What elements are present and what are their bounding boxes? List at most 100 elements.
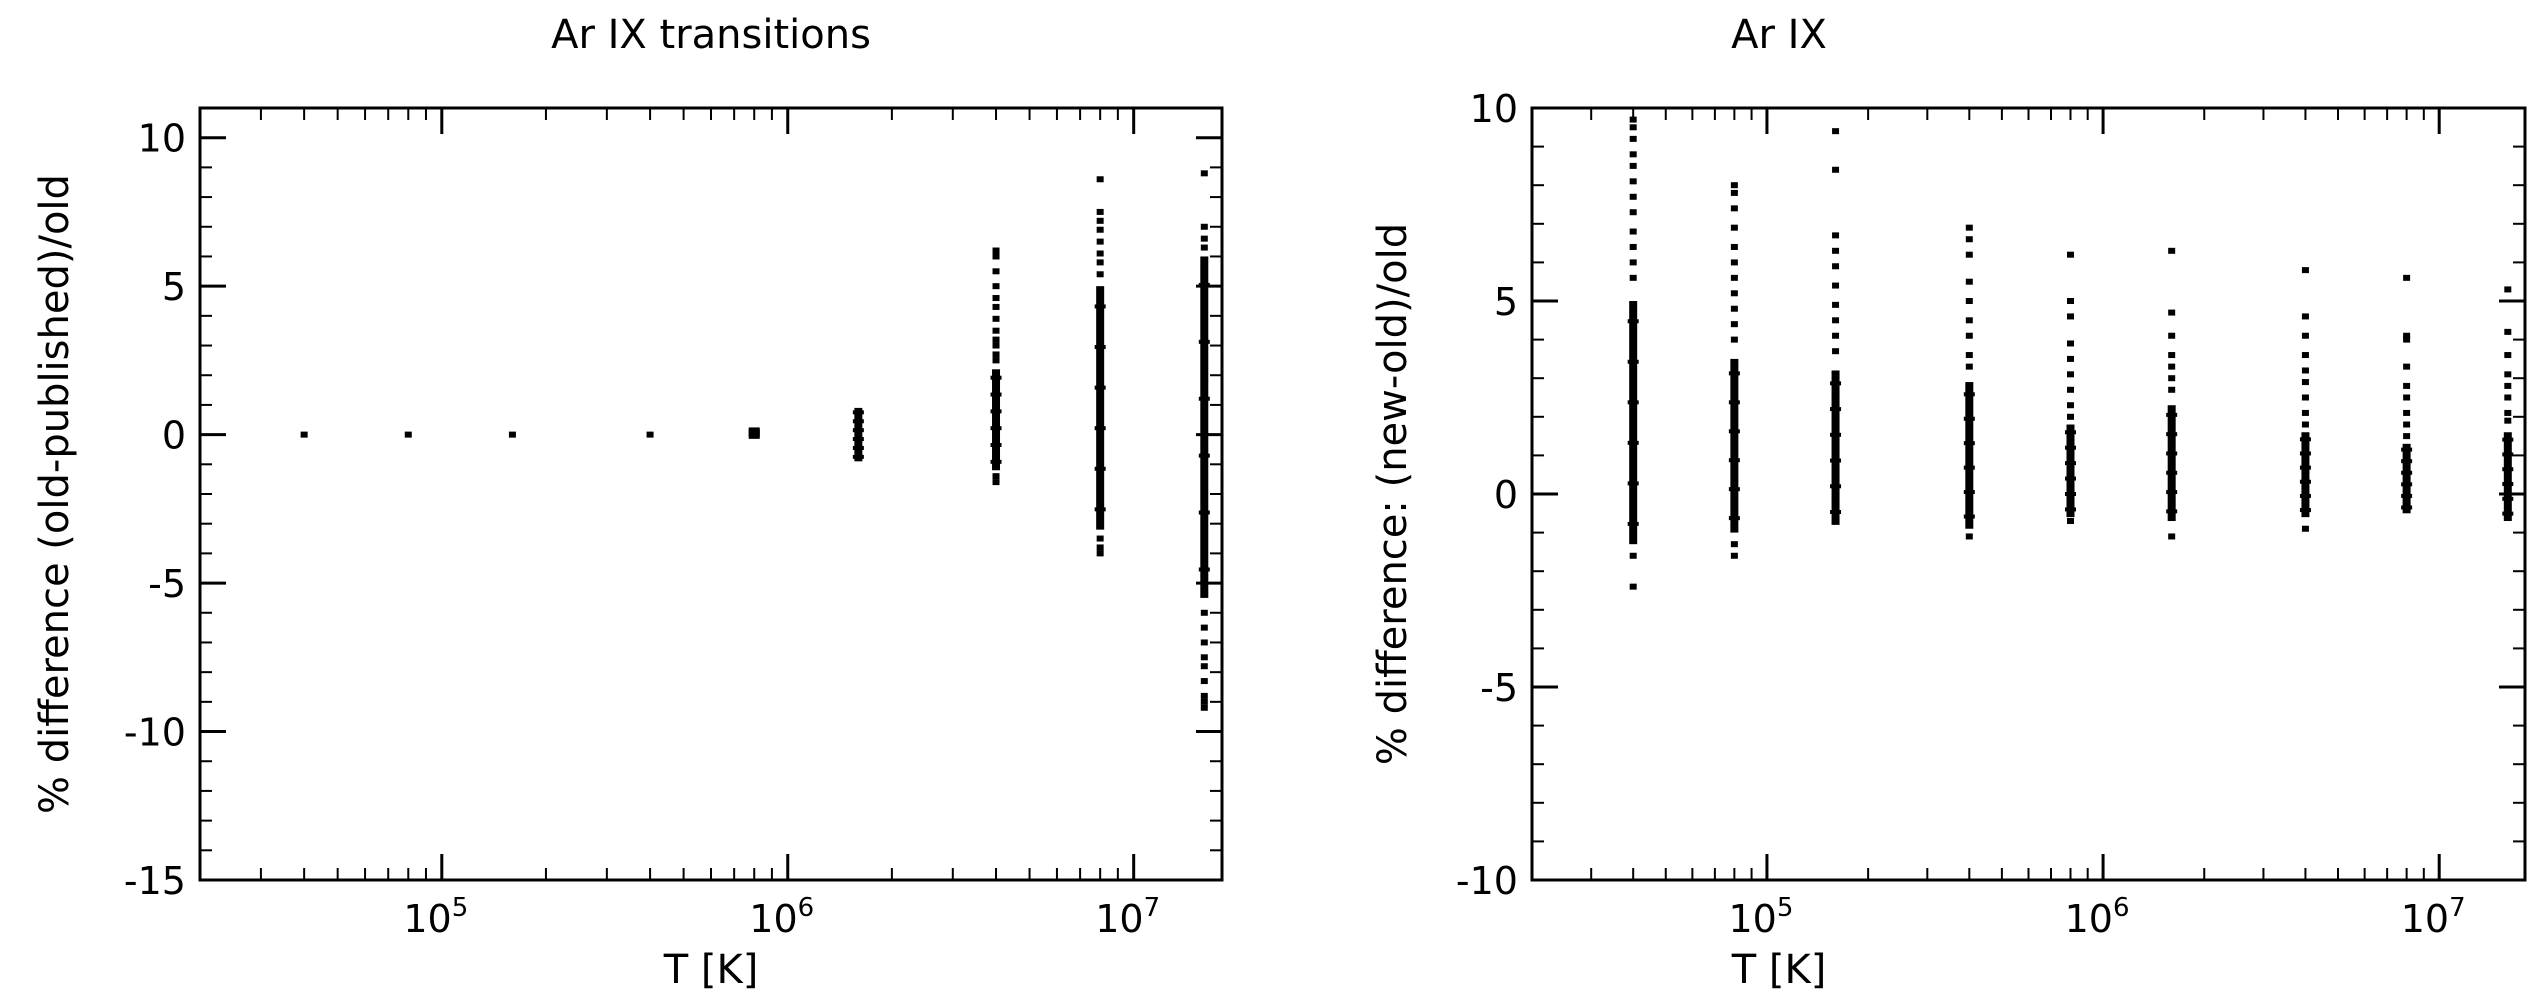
data-point [2168,386,2176,393]
data-point [1832,317,1840,324]
data-point [1830,510,1842,515]
data-point [2168,533,2176,540]
data-point [1629,162,1637,169]
y-axis-label: % difference (old-published)/old [32,174,78,814]
data-point [1200,704,1208,711]
data-point [2299,493,2311,498]
data-point [1200,624,1208,631]
data-point [992,473,1000,480]
data-band [2066,424,2075,518]
data-point [2301,313,2309,320]
data-point [1730,189,1738,196]
data-column [1963,224,1975,540]
data-point [2301,367,2309,374]
data-point [2504,371,2512,378]
data-point [2301,332,2309,339]
x-tick-label: 107 [1095,893,1160,941]
data-point [2066,518,2074,525]
x-tick-label: 105 [403,893,468,941]
data-point [990,392,1002,397]
data-column [2166,247,2178,540]
data-point [1629,259,1637,266]
chart-title: Ar IX [1731,12,1827,58]
data-point [1830,432,1842,437]
data-point [1094,385,1106,390]
data-point [990,409,1002,414]
y-tick-label: -15 [124,859,186,903]
data-point [1198,396,1210,401]
data-point [1198,453,1210,458]
data-point [2064,445,2076,450]
data-column [2401,274,2413,514]
data-point [2066,413,2074,420]
data-point [1963,490,1975,495]
data-point [852,454,864,459]
data-point [2064,492,2076,496]
data-column [990,247,1002,486]
data-point [2064,430,2076,435]
x-axis-label: T [K] [1731,947,1827,993]
y-tick-label: 0 [162,414,186,458]
data-point [1096,238,1104,245]
y-tick-label: -10 [124,711,186,755]
data-point [2504,328,2512,335]
data-point [2066,355,2074,362]
data-point [1200,170,1208,177]
data-point [2301,352,2309,359]
data-band [1831,370,1840,525]
data-column [1198,170,1210,711]
data-point [1728,429,1740,434]
data-point [1730,305,1738,312]
data-point [1629,116,1637,123]
data-point [1965,533,1973,540]
y-tick-label: 5 [162,265,186,309]
data-point [1627,359,1639,364]
data-point [1730,259,1738,266]
data-point [1200,639,1208,646]
data-point [1965,298,1973,304]
data-point [1629,274,1637,281]
data-point [992,295,1000,302]
x-tick-exponent: 6 [2113,893,2130,923]
y-axis-label: % difference: (new-old)/old [1370,223,1416,765]
x-tick-base: 10 [403,897,451,941]
data-point [1096,226,1104,233]
data-column [646,431,654,438]
data-band [1200,256,1209,598]
x-tick-exponent: 6 [798,893,815,923]
data-point [2299,465,2311,470]
data-point [1200,244,1208,251]
data-point [1963,465,1975,470]
data-band [1096,286,1105,530]
data-band [2167,405,2176,522]
data-point [852,428,864,433]
data-point [1096,176,1104,183]
data-point [1094,466,1106,471]
data-column [1830,128,1842,525]
data-point [2504,352,2512,359]
data-point [1629,135,1637,142]
data-point [2502,452,2514,457]
data-point [1965,352,1973,359]
data-point [748,434,760,439]
data-point [1627,521,1639,526]
data-point [1730,552,1738,559]
data-point [992,268,1000,275]
y-tick-label: 0 [1494,473,1518,517]
data-point [2066,402,2074,409]
data-band [2402,443,2411,514]
data-point [1830,407,1842,412]
data-point [1730,224,1738,231]
points-layer [300,170,1210,711]
data-point [2403,394,2411,401]
data-point [1629,151,1637,158]
data-point [1094,507,1106,512]
data-point [1096,271,1104,278]
data-point [992,283,1000,290]
plot-frame [1530,106,2527,882]
data-point [1728,487,1740,492]
data-point [1832,263,1840,270]
data-point [2504,286,2512,293]
data-point [1730,243,1738,250]
